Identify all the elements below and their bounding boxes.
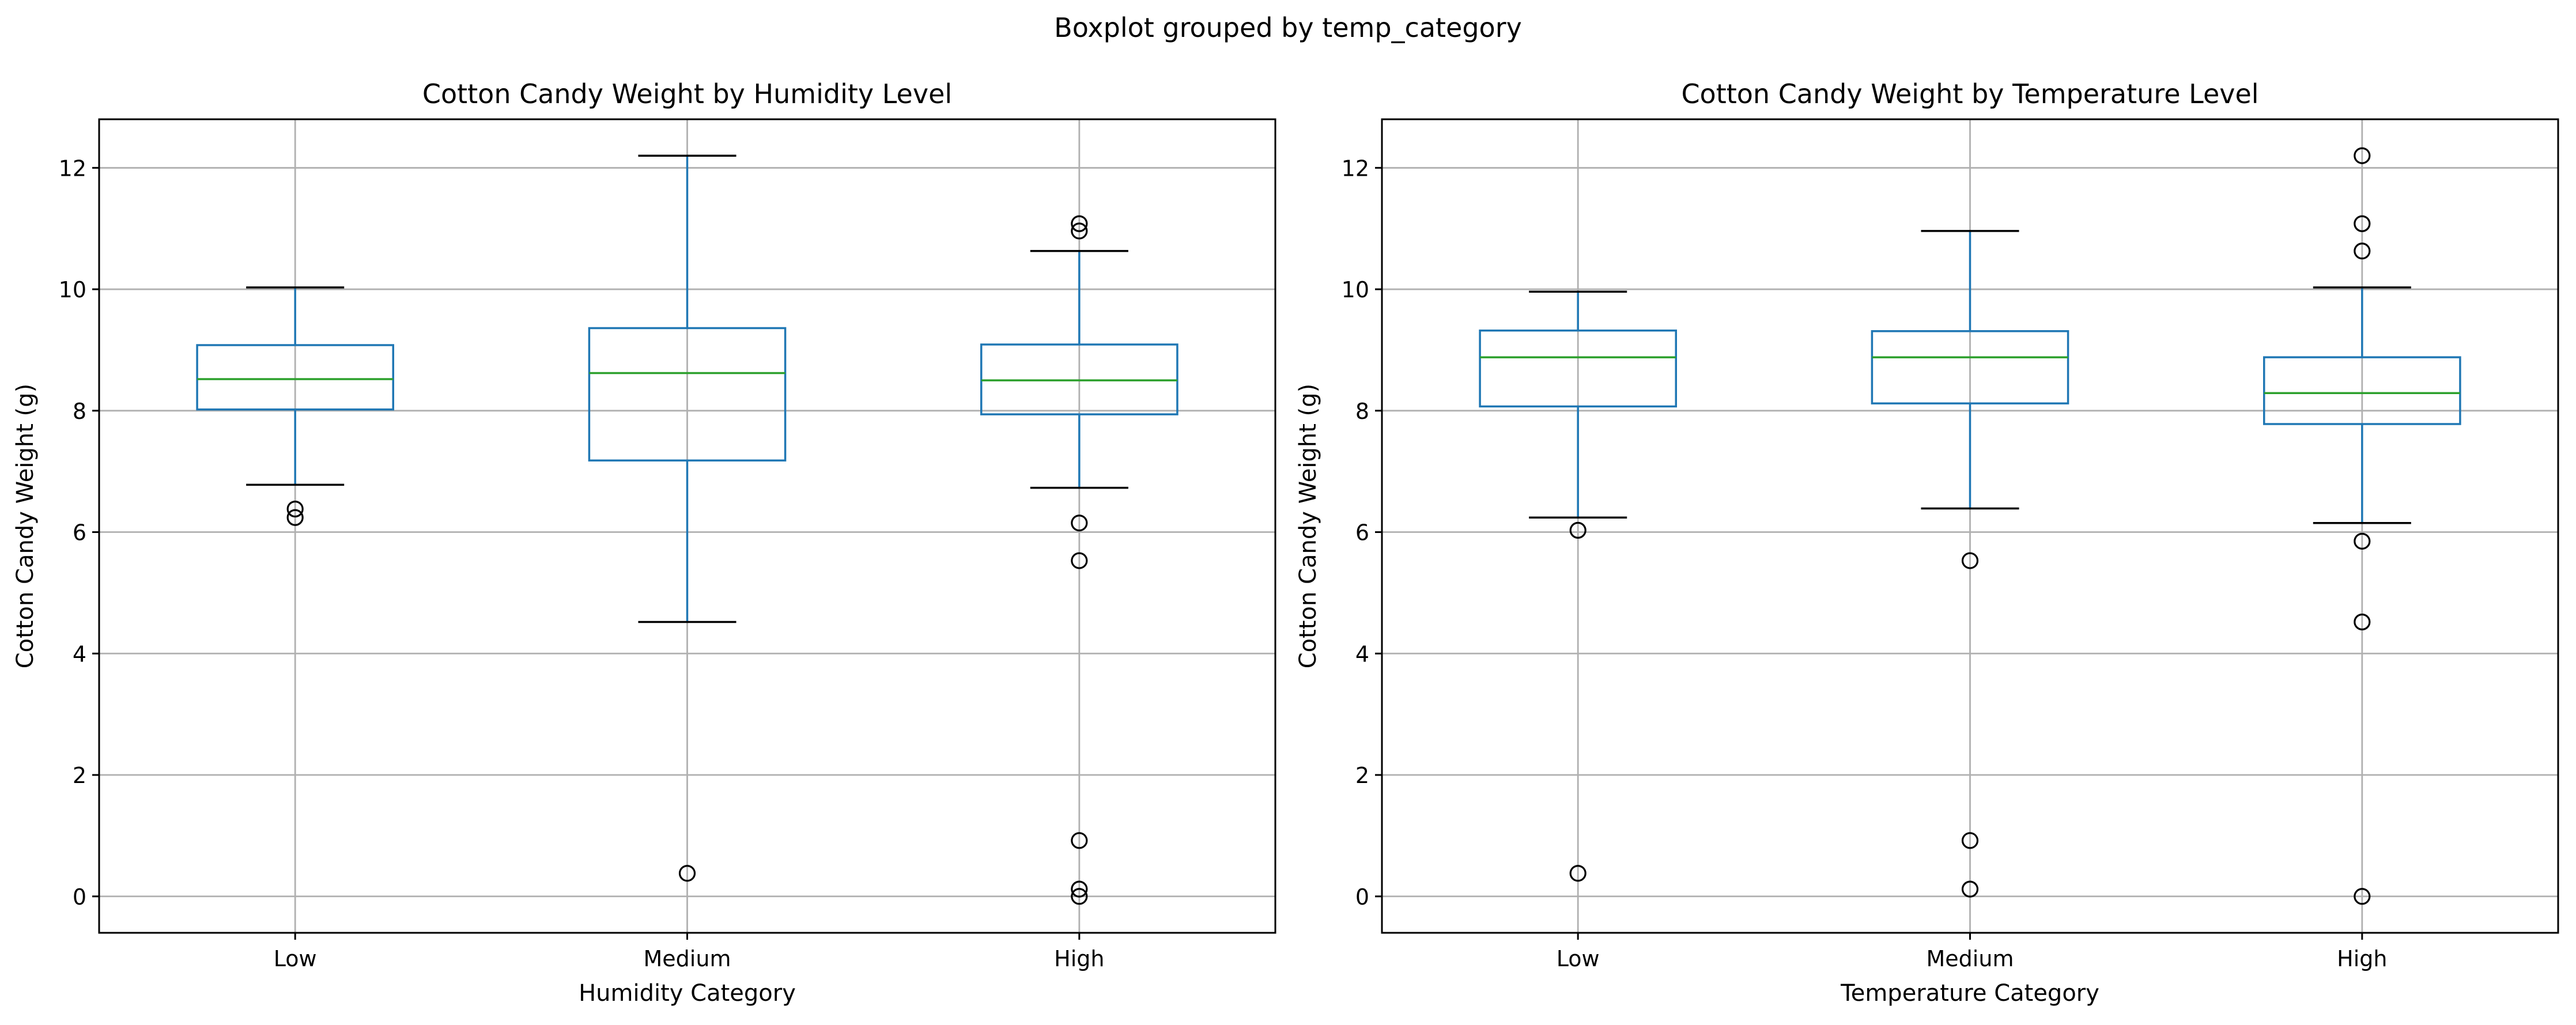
x-tick-label: High [2337, 946, 2387, 971]
outlier-point [1961, 552, 1979, 569]
box-high [2263, 147, 2461, 905]
box-low [196, 286, 394, 526]
outlier-point [1961, 832, 1979, 849]
box-low [1479, 290, 1677, 882]
outlier-point [286, 509, 304, 526]
outlier-point [1569, 521, 1587, 539]
y-tick-label: 10 [59, 277, 86, 302]
y-tick-label: 12 [59, 156, 86, 181]
subplots: 0 2 4 6 8 10 12 Low Medium High Cotton Candy Weigh… [12, 78, 2559, 1007]
y-tick-label: 6 [73, 520, 86, 546]
x-tick-label: Low [274, 946, 317, 971]
y-tick-label: 2 [73, 763, 86, 788]
y-tick-label: 8 [1355, 399, 1369, 424]
box-high [980, 215, 1179, 905]
outlier-point [1071, 222, 1088, 240]
y-tick-label: 6 [1355, 520, 1369, 546]
y-axis-label: Cotton Candy Weight (g) [1295, 384, 1321, 669]
iqr-box [2263, 356, 2461, 425]
outlier-point [2354, 888, 2371, 905]
x-tick-label: Medium [1927, 946, 2014, 971]
y-tick-label: 10 [1342, 277, 1369, 302]
x-tick-label: Medium [644, 946, 731, 971]
outlier-point [1071, 215, 1088, 232]
y-tick-label: 0 [73, 884, 86, 910]
x-axis-label: Temperature Category [1840, 980, 2099, 1007]
y-tick-label: 8 [73, 399, 86, 424]
y-tick-label: 2 [1355, 763, 1369, 788]
y-axis-label: Cotton Candy Weight (g) [12, 384, 39, 669]
outlier-point [1071, 552, 1088, 569]
outlier-point [1569, 865, 1587, 882]
box-medium [1871, 230, 2069, 898]
subplot-2: 0 2 4 6 8 10 12 Low Medium High Cotton Candy Weigh… [1295, 78, 2559, 1007]
outlier-point [1071, 515, 1088, 532]
outlier-point [2354, 613, 2371, 631]
outlier-point [678, 865, 696, 882]
outlier-point [2354, 532, 2371, 550]
iqr-box [1479, 329, 1677, 408]
subplot-1: 0 2 4 6 8 10 12 Low Medium High Cotton Candy Weigh… [12, 78, 1276, 1007]
iqr-box [196, 344, 394, 411]
outlier-point [2354, 215, 2371, 232]
subplot-title: Cotton Candy Weight by Humidity Level [422, 78, 952, 109]
outlier-point [2354, 147, 2371, 164]
outlier-point [1071, 832, 1088, 849]
subplot-title: Cotton Candy Weight by Temperature Level [1681, 78, 2258, 109]
x-axis-label: Humidity Category [579, 980, 796, 1007]
x-tick-label: Low [1557, 946, 1600, 971]
y-tick-label: 4 [73, 641, 86, 667]
figure-suptitle: Boxplot grouped by temp_category [1054, 12, 1522, 43]
outlier-point [1961, 880, 1979, 898]
iqr-box [588, 327, 787, 462]
iqr-box [1871, 330, 2069, 404]
y-tick-label: 4 [1355, 641, 1369, 667]
outlier-point [1071, 880, 1088, 898]
outlier-point [2354, 243, 2371, 260]
y-tick-label: 12 [1342, 156, 1369, 181]
box-medium [588, 154, 787, 882]
outlier-point [1071, 888, 1088, 905]
outlier-point [286, 500, 304, 518]
y-tick-label: 0 [1355, 884, 1369, 910]
x-tick-label: High [1054, 946, 1104, 971]
